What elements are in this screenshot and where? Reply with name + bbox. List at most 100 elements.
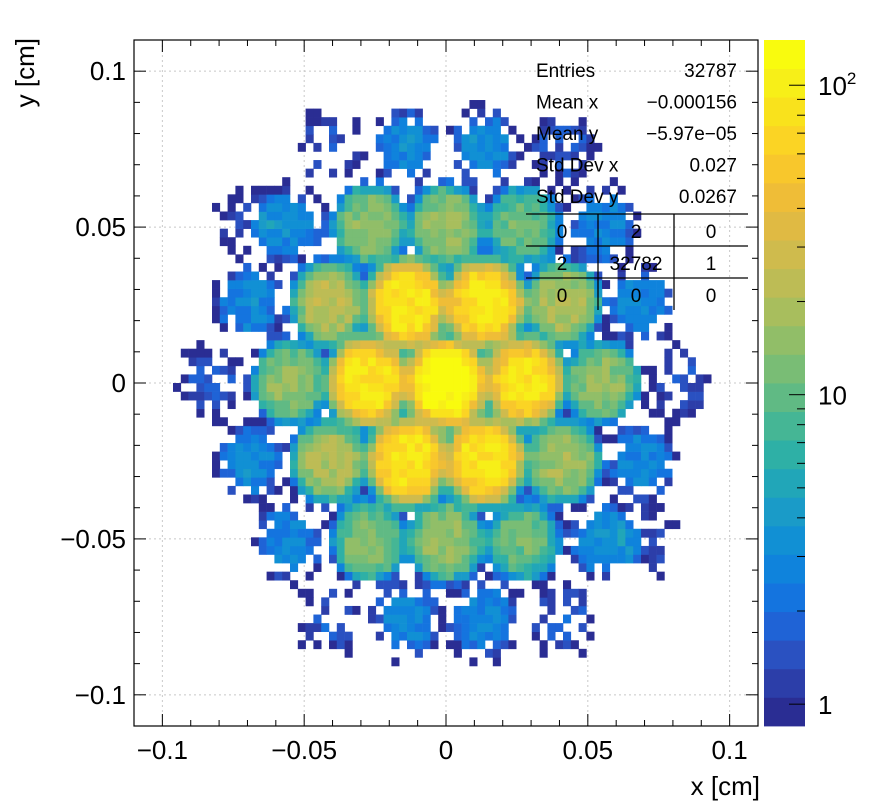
heatmap-cell <box>375 194 384 204</box>
heatmap-cell <box>360 340 369 350</box>
heatmap-cell <box>469 357 478 367</box>
heatmap-cell <box>617 305 626 315</box>
heatmap-cell <box>485 460 494 470</box>
heatmap-cell <box>243 451 252 461</box>
heatmap-cell <box>516 365 525 375</box>
heatmap-cell <box>570 340 579 350</box>
heatmap-cell <box>594 468 603 478</box>
heatmap-cell <box>251 425 260 435</box>
heatmap-cell <box>344 185 353 195</box>
heatmap-cell <box>438 451 447 461</box>
heatmap-cell <box>570 331 579 341</box>
heatmap-cell <box>383 391 392 401</box>
heatmap-cell <box>391 254 400 264</box>
heatmap-cell <box>641 545 650 555</box>
heatmap-cell <box>352 494 361 504</box>
heatmap-cell <box>446 220 455 229</box>
heatmap-cell <box>446 331 455 341</box>
heatmap-cell <box>414 408 423 418</box>
heatmap-cell <box>329 374 338 384</box>
heatmap-cell <box>219 348 228 358</box>
heatmap-cell <box>446 545 455 555</box>
heatmap-cell <box>625 365 634 375</box>
heatmap-cell <box>274 443 283 452</box>
heatmap-cell <box>305 211 314 221</box>
heatmap-cell <box>414 357 423 367</box>
heatmap-cell <box>563 365 572 375</box>
heatmap-cell <box>477 485 486 495</box>
heatmap-cell <box>578 391 587 401</box>
heatmap-cell <box>196 391 205 401</box>
heatmap-cell <box>329 400 338 410</box>
heatmap-cell <box>266 365 275 375</box>
heatmap-cell <box>531 494 540 504</box>
heatmap-cell <box>438 460 447 470</box>
heatmap-cell <box>485 288 494 298</box>
heatmap-cell <box>414 434 423 444</box>
heatmap-cell <box>414 331 423 341</box>
heatmap-cell <box>414 322 423 332</box>
heatmap-cell <box>336 220 345 229</box>
heatmap-cell <box>375 425 384 435</box>
heatmap-cell <box>485 631 494 641</box>
heatmap-cell <box>321 117 330 127</box>
heatmap-cell <box>368 485 377 495</box>
heatmap-cell <box>508 194 517 204</box>
heatmap-cell <box>461 520 470 530</box>
heatmap-cell <box>492 408 501 418</box>
heatmap-cell <box>539 142 548 152</box>
heatmap-cell <box>391 400 400 410</box>
heatmap-cell <box>461 503 470 512</box>
heatmap-cell <box>453 297 462 307</box>
heatmap-cell <box>617 425 626 435</box>
heatmap-cell <box>492 168 501 178</box>
heatmap-cell <box>368 280 377 289</box>
heatmap-cell <box>461 451 470 461</box>
heatmap-cell <box>329 520 338 530</box>
heatmap-cell <box>313 443 322 452</box>
heatmap-cell <box>617 503 626 512</box>
heatmap-cell <box>313 614 322 624</box>
heatmap-cell <box>555 400 564 410</box>
heatmap-cell <box>453 254 462 264</box>
heatmap-cell <box>547 151 556 161</box>
heatmap-cell <box>360 408 369 418</box>
heatmap-cell <box>617 340 626 350</box>
heatmap-cell <box>461 425 470 435</box>
heatmap-cell <box>547 485 556 495</box>
heatmap-cell <box>516 503 525 512</box>
heatmap-cell <box>656 503 665 512</box>
heatmap-cell <box>422 631 431 641</box>
heatmap-cell <box>461 340 470 350</box>
heatmap-cell <box>453 322 462 332</box>
heatmap-cell <box>274 194 283 204</box>
heatmap-cell <box>438 331 447 341</box>
heatmap-cell <box>469 443 478 452</box>
heatmap-cell <box>235 280 244 289</box>
heatmap-cell <box>469 417 478 427</box>
heatmap-cell <box>414 580 423 590</box>
heatmap-cell <box>227 460 236 470</box>
heatmap-cell <box>360 322 369 332</box>
heatmap-cell <box>485 417 494 427</box>
heatmap-cell <box>375 228 384 238</box>
heatmap-cell <box>617 528 626 538</box>
heatmap-cell <box>516 554 525 564</box>
heatmap-cell <box>422 305 431 315</box>
heatmap-cell <box>399 254 408 264</box>
heatmap-cell <box>578 322 587 332</box>
heatmap-cell <box>539 220 548 229</box>
heatmap-cell <box>516 185 525 195</box>
heatmap-cell <box>422 254 431 264</box>
heatmap-cell <box>258 357 267 367</box>
heatmap-cell <box>375 211 384 221</box>
heatmap-cell <box>399 305 408 315</box>
heatmap-cell <box>321 417 330 427</box>
heatmap-cell <box>602 460 611 470</box>
heatmap-cell <box>516 434 525 444</box>
heatmap-cell <box>461 400 470 410</box>
heatmap-cell <box>282 554 291 564</box>
heatmap-cell <box>352 348 361 358</box>
heatmap-cell <box>305 408 314 418</box>
heatmap-cell <box>578 434 587 444</box>
